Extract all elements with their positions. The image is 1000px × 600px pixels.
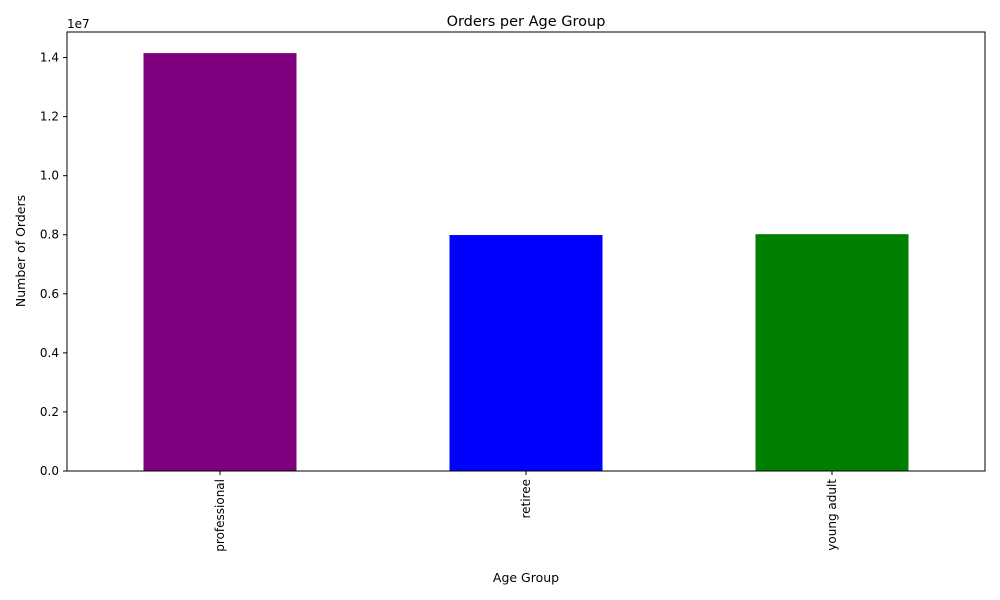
- y-tick-label: 0.4: [40, 346, 59, 360]
- y-axis-label: Number of Orders: [13, 195, 28, 307]
- y-tick-label: 1.2: [40, 110, 59, 124]
- bar-retiree: [449, 235, 603, 471]
- bar-professional: [143, 53, 297, 471]
- bars-group: [143, 53, 909, 471]
- y-tick-label: 0.0: [40, 464, 59, 478]
- y-tick-label: 1.0: [40, 169, 59, 183]
- y-tick-label: 0.2: [40, 405, 59, 419]
- y-tick-label: 1.4: [40, 51, 59, 65]
- y-tick-label: 0.8: [40, 228, 59, 242]
- plot-frame: [66, 31, 986, 472]
- x-tick-label: retiree: [519, 479, 533, 519]
- x-tick-label: professional: [213, 479, 227, 552]
- x-axis-ticks: professional retiree young adult: [213, 471, 839, 552]
- chart-title: Orders per Age Group: [447, 14, 606, 30]
- y-tick-label: 0.6: [40, 287, 59, 301]
- y-axis-offset-label: 1e7: [67, 17, 90, 31]
- x-axis-label: Age Group: [493, 570, 559, 585]
- bar-young-adult: [755, 234, 909, 471]
- y-axis-ticks: 0.0 0.2 0.4 0.6 0.8 1.0 1.2 1.4: [40, 51, 67, 478]
- x-tick-label: young adult: [825, 479, 839, 551]
